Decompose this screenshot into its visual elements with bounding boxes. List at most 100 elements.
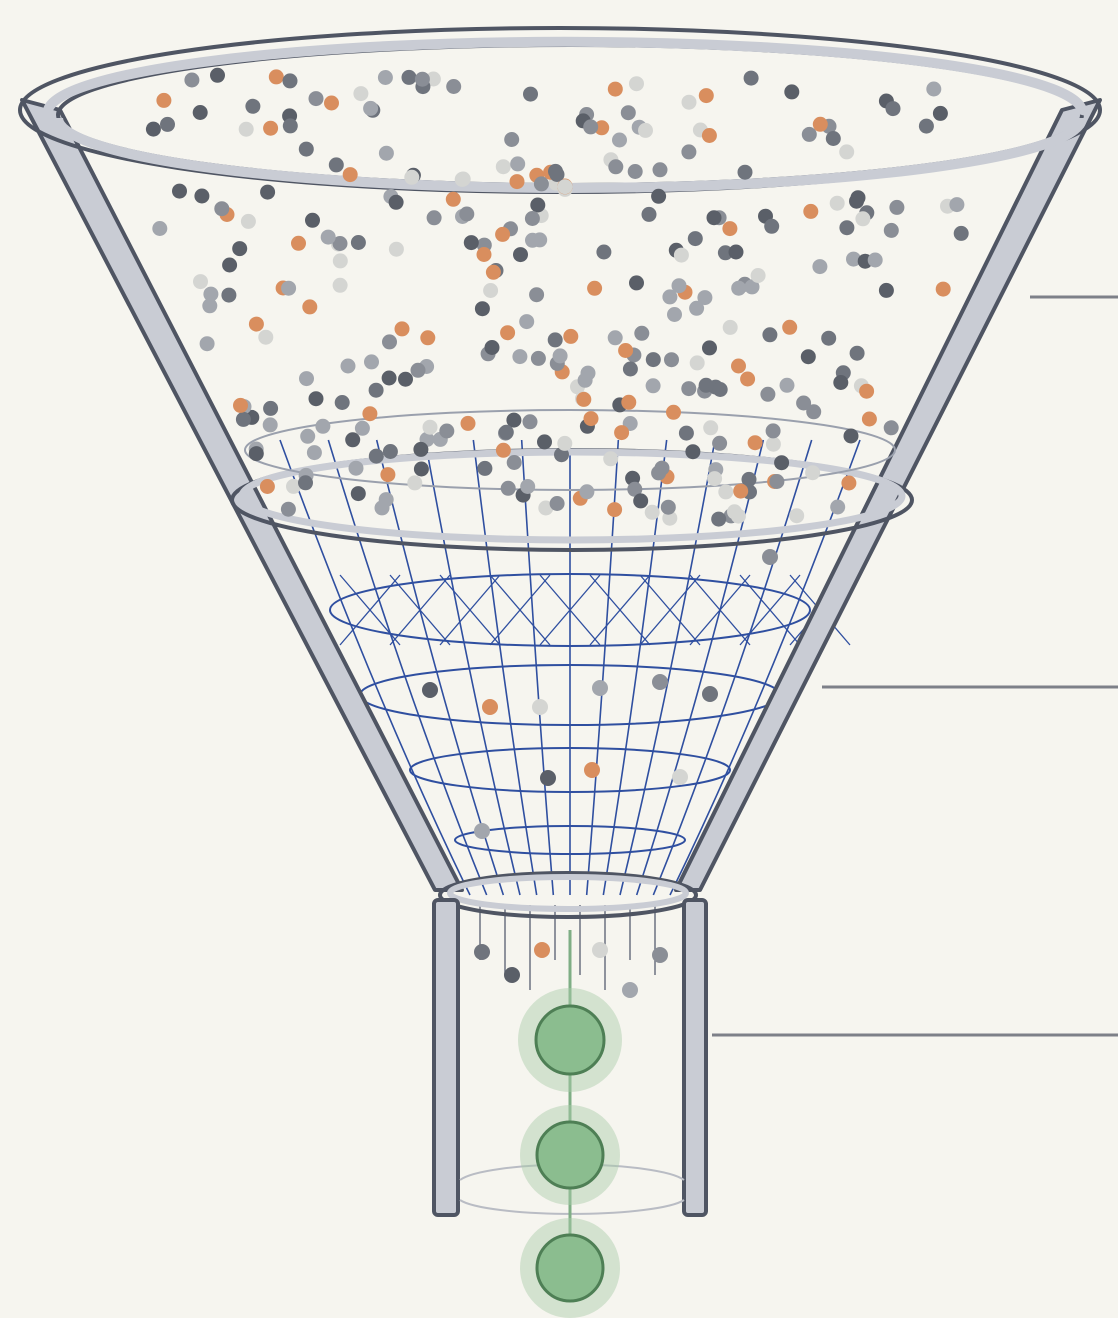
particle bbox=[936, 282, 951, 297]
particle bbox=[674, 248, 689, 263]
particle bbox=[446, 192, 461, 207]
particle bbox=[485, 340, 500, 355]
particle bbox=[537, 434, 552, 449]
particle bbox=[411, 363, 426, 378]
particle bbox=[813, 117, 828, 132]
particle bbox=[862, 412, 877, 427]
particle bbox=[722, 221, 737, 236]
particle bbox=[889, 200, 904, 215]
particle bbox=[679, 426, 694, 441]
particle bbox=[504, 967, 520, 983]
particle bbox=[729, 245, 744, 260]
particle bbox=[353, 86, 368, 101]
particle bbox=[764, 219, 779, 234]
particle bbox=[839, 144, 854, 159]
particle bbox=[475, 301, 490, 316]
particle bbox=[584, 411, 599, 426]
particle bbox=[839, 220, 854, 235]
particle bbox=[548, 332, 563, 347]
particle bbox=[389, 195, 404, 210]
particle bbox=[762, 327, 777, 342]
particle bbox=[446, 79, 461, 94]
particle bbox=[855, 211, 870, 226]
particle bbox=[850, 346, 865, 361]
particle bbox=[612, 133, 627, 148]
particle bbox=[744, 71, 759, 86]
particle bbox=[529, 287, 544, 302]
particle bbox=[689, 301, 704, 316]
particle bbox=[634, 326, 649, 341]
particle bbox=[646, 378, 661, 393]
particle bbox=[233, 398, 248, 413]
particle bbox=[789, 508, 804, 523]
particle bbox=[283, 73, 298, 88]
particle bbox=[579, 484, 594, 499]
particle bbox=[540, 770, 556, 786]
particle bbox=[260, 185, 275, 200]
particle bbox=[672, 769, 688, 785]
particle bbox=[474, 944, 490, 960]
particle bbox=[378, 70, 393, 85]
particle bbox=[333, 278, 348, 293]
particle bbox=[420, 330, 435, 345]
particle bbox=[525, 211, 540, 226]
particle bbox=[362, 406, 377, 421]
particle bbox=[283, 118, 298, 133]
particle bbox=[576, 392, 591, 407]
particle bbox=[557, 436, 572, 451]
particle bbox=[581, 366, 596, 381]
particle bbox=[510, 174, 525, 189]
particle bbox=[300, 429, 315, 444]
particle bbox=[801, 349, 816, 364]
particle bbox=[258, 330, 273, 345]
particle bbox=[702, 128, 717, 143]
particle bbox=[702, 686, 718, 702]
particle bbox=[351, 235, 366, 250]
particle bbox=[146, 122, 161, 137]
particle bbox=[884, 223, 899, 238]
particle bbox=[483, 283, 498, 298]
particle bbox=[682, 95, 697, 110]
particle bbox=[241, 214, 256, 229]
particle bbox=[375, 500, 390, 515]
bead bbox=[537, 1122, 603, 1188]
particle bbox=[315, 419, 330, 434]
particle bbox=[305, 213, 320, 228]
particle bbox=[621, 395, 636, 410]
particle bbox=[933, 106, 948, 121]
particle bbox=[523, 87, 538, 102]
particle bbox=[652, 674, 668, 690]
particle bbox=[309, 91, 324, 106]
particle bbox=[423, 420, 438, 435]
particle bbox=[260, 479, 275, 494]
particle bbox=[413, 442, 428, 457]
particle bbox=[194, 189, 209, 204]
particle bbox=[830, 500, 845, 515]
particle bbox=[841, 476, 856, 491]
particle bbox=[309, 391, 324, 406]
particle bbox=[583, 119, 598, 134]
particle bbox=[496, 443, 511, 458]
particle bbox=[363, 101, 378, 116]
particle bbox=[784, 84, 799, 99]
particle bbox=[623, 362, 638, 377]
particle bbox=[298, 475, 313, 490]
particle bbox=[486, 265, 501, 280]
particle bbox=[748, 435, 763, 450]
particle bbox=[239, 122, 254, 137]
particle bbox=[587, 281, 602, 296]
particle bbox=[731, 281, 746, 296]
particle bbox=[184, 73, 199, 88]
particle bbox=[796, 396, 811, 411]
particle bbox=[507, 455, 522, 470]
bead bbox=[536, 1006, 604, 1074]
particle bbox=[707, 210, 722, 225]
particle bbox=[703, 420, 718, 435]
particle bbox=[349, 461, 364, 476]
particle bbox=[152, 221, 167, 236]
particle bbox=[740, 372, 755, 387]
particle bbox=[200, 336, 215, 351]
particle bbox=[477, 461, 492, 476]
particle bbox=[629, 275, 644, 290]
particle bbox=[618, 343, 633, 358]
